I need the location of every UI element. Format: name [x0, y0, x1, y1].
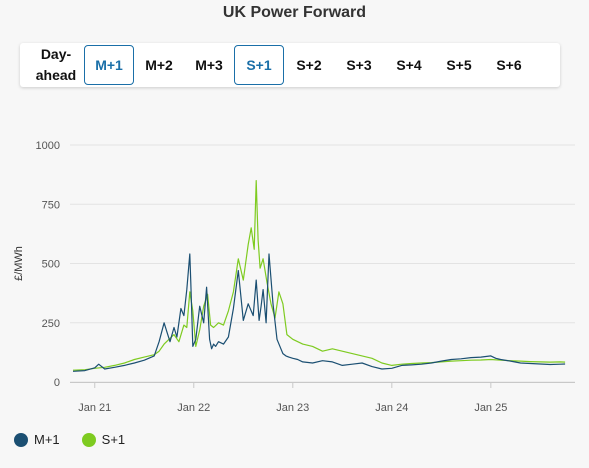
- tab-s4[interactable]: S+4: [396, 57, 422, 73]
- tab-day-ahead[interactable]: Day- ahead: [28, 45, 84, 85]
- chart-legend: M+1 S+1: [14, 432, 147, 447]
- x-tick-label: Jan 24: [375, 402, 408, 414]
- tab-day-ahead-line1: Day-: [40, 46, 72, 62]
- tab-m2[interactable]: M+2: [145, 57, 173, 73]
- legend-label-s1: S+1: [101, 432, 126, 447]
- tab-day-ahead-line2: ahead: [35, 67, 77, 83]
- legend-dot-m1: [14, 432, 28, 447]
- contract-tab-bar: Day- ahead M+1 M+2 M+3 S+1 S+2 S+3 S+4 S…: [20, 43, 560, 87]
- legend-item-s1[interactable]: S+1: [81, 432, 126, 447]
- tab-s1[interactable]: S+1: [234, 45, 284, 85]
- x-tick-label: Jan 23: [276, 402, 309, 414]
- legend-label-m1: M+1: [34, 432, 60, 447]
- x-tick-label: Jan 21: [78, 402, 111, 414]
- legend-dot-s1: [81, 432, 96, 447]
- tab-s6[interactable]: S+6: [496, 57, 522, 73]
- tab-m3[interactable]: M+3: [195, 57, 223, 73]
- tab-m1[interactable]: M+1: [84, 45, 134, 85]
- y-tick-label: 500: [42, 259, 60, 271]
- page-title: UK Power Forward: [222, 4, 367, 21]
- x-tick-label: Jan 25: [474, 402, 507, 414]
- y-tick-label: 1000: [36, 140, 60, 152]
- y-tick-label: 750: [42, 199, 60, 211]
- y-tick-label: 0: [54, 377, 60, 389]
- series-line-s1[interactable]: [72, 179, 566, 371]
- tab-s5[interactable]: S+5: [446, 57, 472, 73]
- y-tick-label: 250: [42, 318, 60, 330]
- legend-item-m1[interactable]: M+1: [14, 432, 60, 447]
- y-axis-label: £/MWh: [13, 246, 25, 281]
- series-line-m1[interactable]: [72, 253, 566, 372]
- price-line-chart[interactable]: 0 250 500 750 1000 Jan 21 Jan 22 Jan 23 Jan 24 Ja…: [0, 120, 589, 420]
- tab-s2[interactable]: S+2: [296, 57, 322, 73]
- tab-s3[interactable]: S+3: [346, 57, 372, 73]
- x-tick-label: Jan 22: [177, 402, 210, 414]
